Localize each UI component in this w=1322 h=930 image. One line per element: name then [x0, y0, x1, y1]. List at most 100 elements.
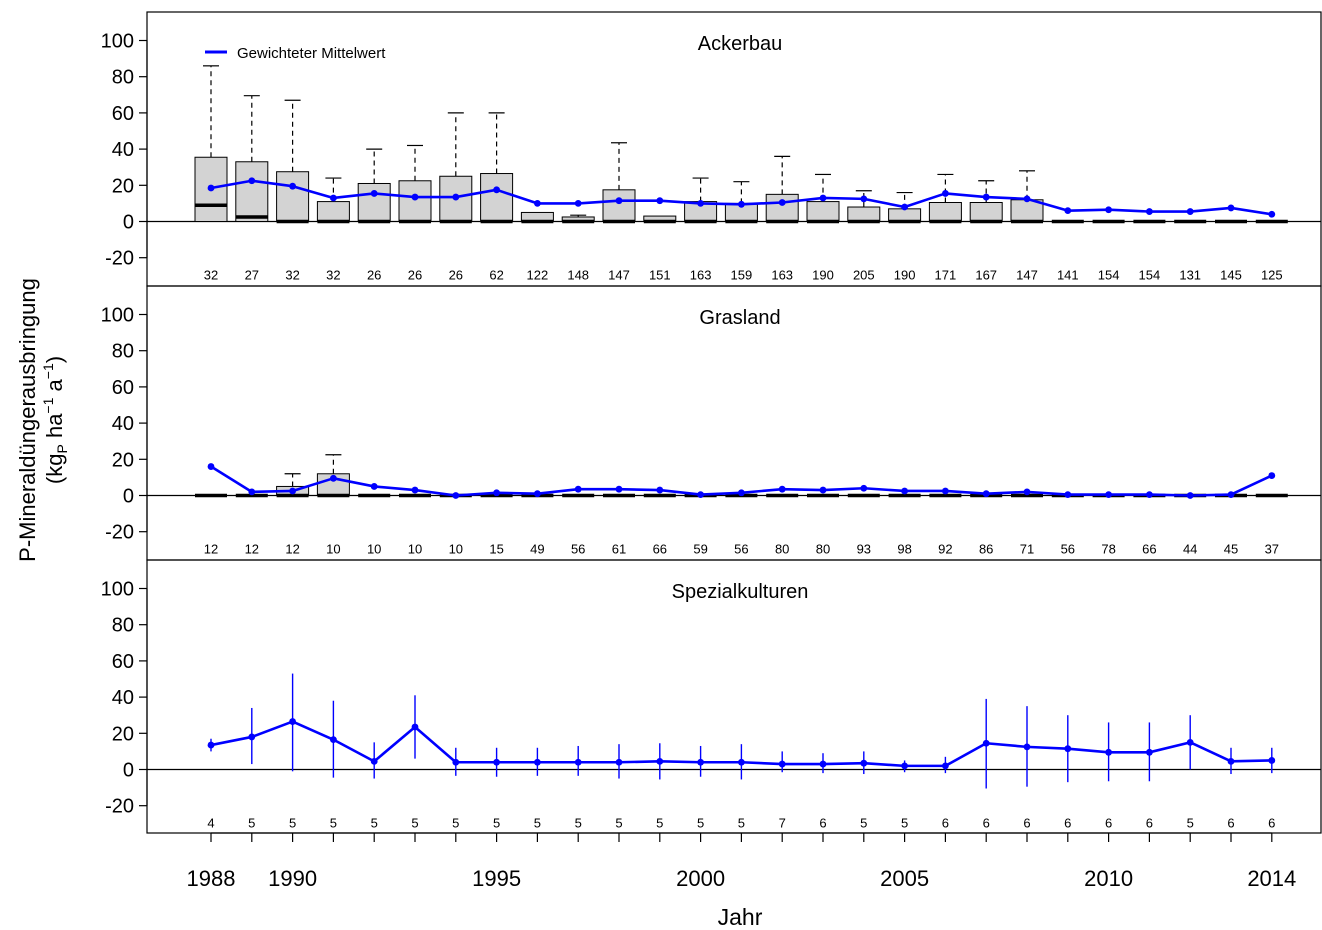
- legend: Gewichteter Mittelwert: [205, 45, 386, 62]
- sample-size-label: 6: [1064, 816, 1071, 831]
- mean-point: [819, 760, 827, 768]
- y-tick-label: 0: [123, 486, 134, 508]
- sample-size-label: 5: [330, 816, 337, 831]
- boxplots: [194, 65, 1288, 224]
- mean-point: [1186, 492, 1194, 499]
- sample-size-label: 5: [901, 816, 908, 831]
- legend-label: Gewichteter Mittelwert: [237, 45, 386, 62]
- y-tick-label: 60: [112, 651, 134, 673]
- mean-point: [819, 486, 827, 494]
- sample-size-label: 6: [1146, 816, 1153, 831]
- mean-point: [615, 758, 623, 766]
- sample-size-label: 26: [408, 268, 422, 283]
- mean-point: [1227, 491, 1235, 498]
- box: [928, 201, 962, 222]
- y-axis-label-kg: (kg: [42, 454, 67, 485]
- box: [398, 180, 432, 222]
- mean-point: [1186, 738, 1194, 746]
- sample-size-label: 5: [534, 816, 541, 831]
- panel-grasland: Grasland 12 12 12 10 10 10 10 15 49 56 61 66 59 56 80 80…: [146, 285, 1322, 561]
- sample-size-label: 4: [207, 816, 214, 831]
- mean-point: [574, 485, 582, 493]
- sample-size-label: 5: [738, 816, 745, 831]
- sample-size-label: 32: [204, 268, 218, 283]
- mean-point: [982, 490, 990, 498]
- y-tick-label: 0: [123, 212, 134, 234]
- mean-point: [330, 474, 337, 482]
- y-tick-label: 60: [112, 103, 134, 125]
- sample-size-label: 12: [245, 542, 259, 557]
- sample-size-label: 148: [567, 268, 589, 283]
- sample-size-label: 5: [860, 816, 867, 831]
- sample-size-label: 12: [204, 542, 218, 557]
- mean-point: [615, 197, 623, 205]
- box: [357, 182, 391, 223]
- sample-size-label: 61: [612, 542, 626, 557]
- mean-point: [1268, 210, 1276, 218]
- mean-point: [452, 193, 460, 201]
- sample-size-label: 122: [527, 268, 549, 283]
- sample-size-label: 26: [449, 268, 463, 283]
- sample-size-label: 5: [371, 816, 378, 831]
- sample-size-label: 10: [367, 542, 381, 557]
- mean-point: [452, 758, 460, 766]
- sample-size-label: 6: [1268, 816, 1275, 831]
- y-axis-label-a: a: [42, 378, 67, 397]
- y-axis-panel-2: 100 80 60 40 20 0 -20: [101, 305, 148, 544]
- mean-point: [370, 190, 378, 197]
- sample-size-label: 5: [452, 816, 459, 831]
- sample-size-label: 71: [1020, 542, 1034, 557]
- sample-size-label: 6: [1105, 816, 1112, 831]
- mean-point: [207, 463, 215, 470]
- sample-size-label: 7: [779, 816, 786, 831]
- sample-size-label: 5: [248, 816, 255, 831]
- mean-point: [1105, 491, 1112, 498]
- sample-size-label: 10: [408, 542, 422, 557]
- mean-point: [1023, 488, 1031, 496]
- y-tick-label: -20: [105, 248, 134, 270]
- mean-point: [289, 182, 296, 190]
- mean-point: [656, 197, 664, 205]
- mean-point: [982, 739, 990, 747]
- sample-size-label: 163: [771, 268, 793, 283]
- mean-point: [1146, 208, 1153, 215]
- sample-size-label: 80: [816, 542, 830, 557]
- y-axes-group: 100 80 60 40 20 0 -20 100 80 60 40 20 0 -20 100 80 60 40 2…: [101, 31, 148, 818]
- mean-points: [207, 177, 1276, 218]
- sample-size-label: 163: [690, 268, 712, 283]
- mean-point: [1023, 743, 1031, 751]
- mean-point: [901, 762, 908, 770]
- sample-size-label: 98: [897, 542, 911, 557]
- sample-size-label: 190: [894, 268, 916, 283]
- mean-point: [493, 186, 500, 194]
- mean-point: [289, 487, 296, 495]
- mean-point: [207, 741, 215, 749]
- mean-point: [860, 484, 868, 492]
- y-tick-label: 60: [112, 377, 134, 399]
- mean-point: [1268, 757, 1276, 764]
- sample-size-labels: 4 5 5 5 5 5 5 5 5 5 5 5 5 5 7 6 5 5 6 6 6 6 6 6 5 6 6: [207, 816, 1275, 831]
- sample-size-label: 12: [285, 542, 299, 557]
- mean-point: [697, 200, 704, 207]
- sample-size-label: 15: [489, 542, 503, 557]
- y-axis-label-sub: P: [54, 444, 70, 453]
- mean-point: [1146, 491, 1153, 498]
- x-tick-label: 1995: [472, 866, 521, 891]
- sample-size-label: 56: [734, 542, 748, 557]
- panel-spezialkulturen: Spezialkulturen 4 5 5 5 5 5 5 5 5 5 5 5 5 5 7 6 5 5 6 6 6 6 6 6 5…: [146, 559, 1322, 834]
- sample-size-label: 10: [326, 542, 340, 557]
- mean-point: [1186, 208, 1194, 215]
- sample-size-label: 5: [289, 816, 296, 831]
- x-tick-label: 2010: [1084, 866, 1133, 891]
- sample-size-label: 59: [693, 542, 707, 557]
- y-tick-label: 80: [112, 615, 134, 637]
- sample-size-label: 93: [857, 542, 871, 557]
- mean-point: [1227, 757, 1235, 765]
- sample-size-label: 125: [1261, 268, 1283, 283]
- panels-group: Ackerbau 32 27 32 32 26 26 26 62 122 148 147 151 163 1…: [146, 11, 1322, 834]
- y-axis-label-line1: P-Mineraldüngerausbringung: [15, 278, 40, 562]
- mean-point: [778, 199, 786, 206]
- y-tick-label: 20: [112, 175, 134, 197]
- sample-size-label: 171: [935, 268, 957, 283]
- sample-size-label: 5: [1187, 816, 1194, 831]
